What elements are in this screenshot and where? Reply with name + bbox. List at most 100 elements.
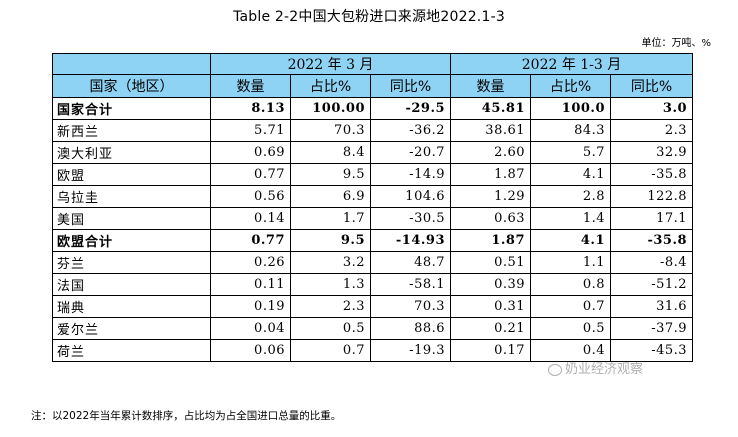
value-cell: 38.61 [450, 119, 532, 142]
country-name-cell: 荷兰 [52, 339, 211, 362]
value-cell: 4.1 [530, 163, 612, 186]
country-name-cell: 美国 [52, 207, 211, 230]
country-name-cell: 法国 [52, 273, 211, 296]
value-cell: 104.6 [369, 185, 452, 208]
value-cell: -45.3 [610, 339, 694, 362]
value-cell: 2.8 [530, 185, 612, 208]
value-cell: 8.13 [210, 97, 291, 120]
table-row: 瑞典 0.19 2.3 70.3 0.31 0.7 31.6 [52, 295, 694, 318]
value-cell: -14.9 [369, 163, 452, 186]
table-row: 欧盟合计 0.77 9.5 -14.93 1.87 4.1 -35.8 [52, 229, 694, 252]
value-cell: 5.7 [530, 141, 612, 164]
value-cell: 0.39 [450, 273, 532, 296]
header-row-columns: 国家（地区） 数量 占比% 同比% 数量 占比% 同比% [52, 74, 694, 98]
value-cell: 0.5 [290, 317, 371, 340]
value-cell: -37.9 [610, 317, 694, 340]
table-row: 澳大利亚 0.69 8.4 -20.7 2.60 5.7 32.9 [52, 141, 694, 164]
value-cell: 0.69 [210, 141, 291, 164]
value-cell: -20.7 [369, 141, 452, 164]
header-group-march: 2022 年 3 月 [209, 53, 452, 75]
table-row: 乌拉圭 0.56 6.9 104.6 1.29 2.8 122.8 [52, 185, 694, 208]
country-name-cell: 新西兰 [52, 119, 211, 142]
value-cell: 0.4 [530, 339, 612, 362]
value-cell: 0.56 [210, 185, 291, 208]
country-name-cell: 欧盟合计 [52, 229, 211, 252]
value-cell: -30.5 [369, 207, 452, 230]
value-cell: 0.7 [530, 295, 612, 318]
value-cell: 0.5 [530, 317, 612, 340]
value-cell: 1.4 [530, 207, 612, 230]
value-cell: 122.8 [610, 185, 694, 208]
value-cell: -36.2 [369, 119, 452, 142]
value-cell: 17.1 [610, 207, 694, 230]
table-row: 法国 0.11 1.3 -58.1 0.39 0.8 -51.2 [52, 273, 694, 296]
value-cell: -58.1 [369, 273, 452, 296]
value-cell: 0.8 [530, 273, 612, 296]
unit-label: 单位：万吨、% [641, 38, 711, 49]
header-col: 占比% [530, 74, 612, 98]
header-col: 占比% [290, 74, 371, 98]
value-cell: -35.8 [610, 229, 694, 252]
value-cell: 0.17 [450, 339, 532, 362]
country-name-cell: 欧盟 [52, 163, 211, 186]
country-name-cell: 芬兰 [52, 251, 211, 274]
value-cell: 45.81 [450, 97, 532, 120]
value-cell: -35.8 [610, 163, 694, 186]
country-name-cell: 澳大利亚 [52, 141, 211, 164]
value-cell: 48.7 [369, 251, 452, 274]
value-cell: 100.00 [290, 97, 371, 120]
value-cell: 0.7 [290, 339, 371, 362]
value-cell: 0.11 [210, 273, 291, 296]
value-cell: -51.2 [610, 273, 694, 296]
value-cell: 0.21 [450, 317, 532, 340]
value-cell: 70.3 [369, 295, 452, 318]
value-cell: -8.4 [610, 251, 694, 274]
value-cell: 84.3 [530, 119, 612, 142]
value-cell: 0.04 [210, 317, 291, 340]
value-cell: 6.9 [290, 185, 371, 208]
value-cell: 8.4 [290, 141, 371, 164]
value-cell: 2.60 [450, 141, 532, 164]
table-body: 国家合计 8.13 100.00 -29.5 45.81 100.0 3.0 新西兰 5.71 7… [52, 97, 694, 362]
header-col: 数量 [450, 74, 532, 98]
country-name-cell: 乌拉圭 [52, 185, 211, 208]
value-cell: 0.31 [450, 295, 532, 318]
value-cell: 0.06 [210, 339, 291, 362]
import-source-table: 2022 年 3 月 2022 年 1-3 月 国家（地区） 数量 占比% 同比… [52, 53, 694, 362]
value-cell: -19.3 [369, 339, 452, 362]
value-cell: 5.71 [210, 119, 291, 142]
table-row: 欧盟 0.77 9.5 -14.9 1.87 4.1 -35.8 [52, 163, 694, 186]
value-cell: 32.9 [610, 141, 694, 164]
value-cell: 3.2 [290, 251, 371, 274]
value-cell: 88.6 [369, 317, 452, 340]
value-cell: 0.26 [210, 251, 291, 274]
table-row: 爱尔兰 0.04 0.5 88.6 0.21 0.5 -37.9 [52, 317, 694, 340]
value-cell: 9.5 [290, 229, 371, 252]
header-group-q1: 2022 年 1-3 月 [450, 53, 694, 75]
value-cell: 9.5 [290, 163, 371, 186]
country-name-cell: 国家合计 [52, 97, 211, 120]
value-cell: 2.3 [290, 295, 371, 318]
value-cell: 70.3 [290, 119, 371, 142]
wechat-logo-icon [548, 363, 562, 376]
header-blank [52, 53, 211, 75]
value-cell: 0.77 [210, 163, 291, 186]
watermark: 奶业经济观察 [548, 358, 643, 377]
header-col: 同比% [610, 74, 694, 98]
value-cell: 0.19 [210, 295, 291, 318]
table-title: Table 2-2中国大包粉进口来源地2022.1-3 [233, 9, 505, 25]
header-row-groups: 2022 年 3 月 2022 年 1-3 月 [52, 53, 694, 75]
header-col: 数量 [210, 74, 291, 98]
value-cell: 100.0 [530, 97, 612, 120]
value-cell: -14.93 [369, 229, 452, 252]
value-cell: 0.14 [210, 207, 291, 230]
header-country: 国家（地区） [52, 74, 211, 98]
value-cell: 0.77 [210, 229, 291, 252]
value-cell: 0.51 [450, 251, 532, 274]
value-cell: 1.7 [290, 207, 371, 230]
value-cell: 31.6 [610, 295, 694, 318]
watermark-text: 奶业经济观察 [565, 362, 644, 377]
value-cell: 1.1 [530, 251, 612, 274]
table-row: 美国 0.14 1.7 -30.5 0.63 1.4 17.1 [52, 207, 694, 230]
table-row: 国家合计 8.13 100.00 -29.5 45.81 100.0 3.0 [52, 97, 694, 120]
